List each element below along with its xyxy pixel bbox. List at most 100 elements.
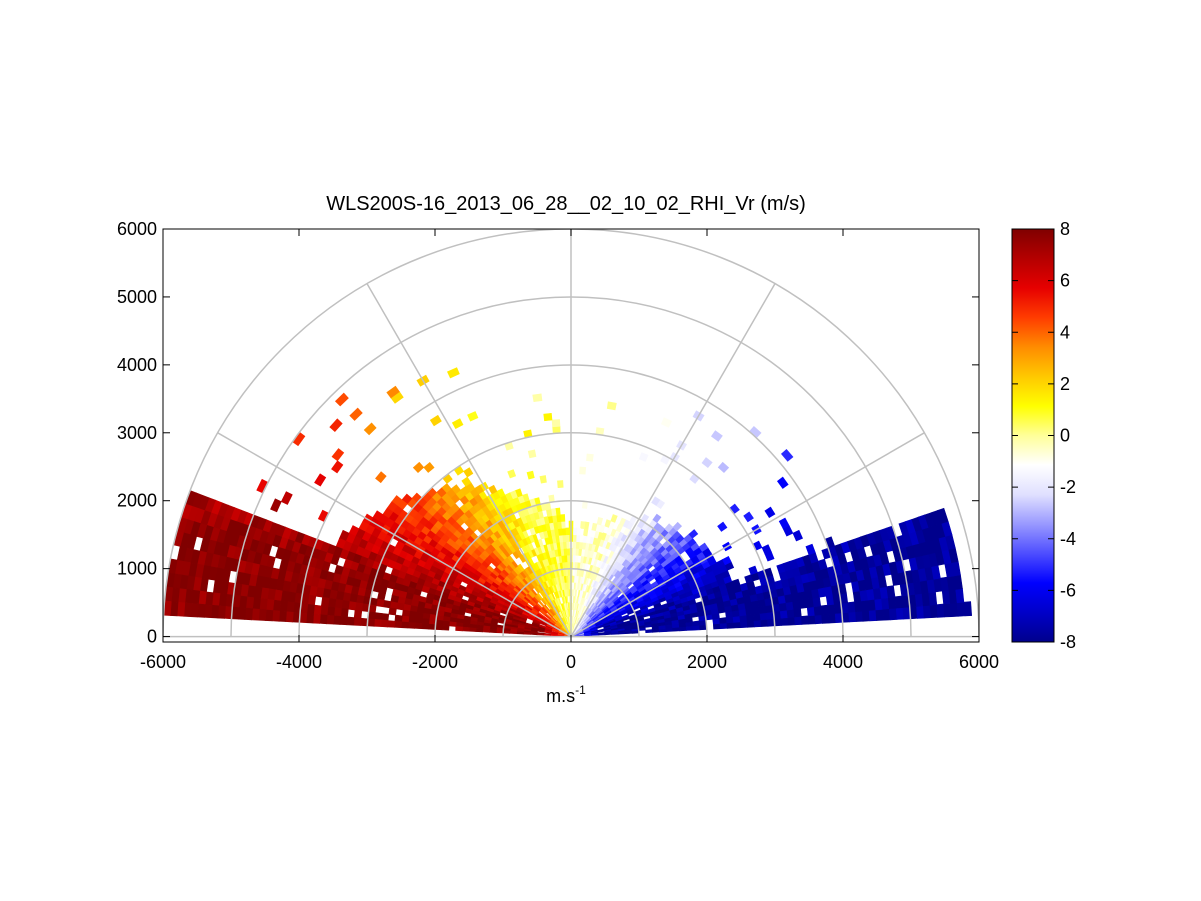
x-axis-label-base: m.s [546,686,575,706]
velocity-cell [428,623,436,630]
chart-title: WLS200S-16_2013_06_28__02_10_02_RHI_Vr (… [326,193,806,215]
velocity-cell [396,602,405,611]
velocity-cell [532,393,543,403]
velocity-cell [583,528,589,537]
velocity-cell [778,517,790,530]
velocity-cell [271,610,281,622]
velocity-cell [652,513,662,524]
velocity-cell [828,613,837,624]
velocity-cell [448,621,457,627]
velocity-cell [373,619,382,627]
velocity-cell [886,585,896,599]
velocity-cell [748,565,758,575]
velocity-cell [526,470,535,480]
y-tick-label: 0 [147,627,157,647]
velocity-cell [759,612,768,621]
velocity-cell [455,626,463,632]
velocity-cell [776,476,789,489]
velocity-cell [672,521,683,532]
velocity-cell [692,620,701,627]
velocity-cell [363,422,377,436]
velocity-cell [421,623,430,630]
x-tick-label: -4000 [276,652,322,672]
velocity-cell [731,578,741,588]
velocity-cell [806,606,816,617]
velocity-cell [664,523,674,533]
velocity-cell [752,613,762,621]
velocity-cell [937,507,949,524]
velocity-cell [475,627,484,633]
velocity-cell [468,627,477,632]
velocity-cell [543,412,553,422]
velocity-cell [278,610,287,622]
velocity-cell [719,617,728,624]
y-tick-label: 3000 [117,423,157,443]
y-tick-label: 4000 [117,355,157,375]
velocity-cell [800,615,810,625]
velocity-cell [353,617,362,626]
velocity-cell [712,623,721,630]
velocity-cell [388,607,397,616]
velocity-cell [847,601,856,613]
x-tick-label: -6000 [140,652,186,672]
velocity-cell [203,604,213,619]
velocity-cell [740,620,748,629]
velocity-cell [606,401,617,411]
velocity-cell [380,613,390,621]
velocity-cell [346,616,355,626]
velocity-cell [251,608,260,621]
velocity-cell [868,609,877,622]
velocity-cell [794,616,803,626]
velocity-cell [787,616,796,626]
velocity-cell [604,519,612,528]
velocity-cell [950,602,959,618]
velocity-cell [928,591,938,606]
velocity-cell [414,617,423,624]
velocity-cell [516,631,524,635]
x-tick-label: 0 [566,652,576,672]
velocity-cell [441,624,450,631]
velocity-cell [732,615,741,623]
velocity-cell [217,605,226,619]
colorbar-tick-label: -6 [1060,580,1076,600]
velocity-cell [408,616,417,624]
velocity-cell [596,517,604,526]
velocity-cell [579,466,587,475]
colorbar-tick-label: 8 [1060,219,1070,239]
velocity-cell [956,601,966,617]
velocity-cell [743,511,754,523]
velocity-cell [717,521,728,532]
velocity-cell [882,608,891,621]
velocity-cell [312,613,321,624]
velocity-cell [326,614,335,625]
velocity-cell [805,543,816,556]
velocity-cell [651,496,661,506]
velocity-cell [210,604,220,619]
x-axis: -6000 -4000 -2000 0 2000 4000 6000 [140,229,999,672]
velocity-cell [586,453,594,462]
velocity-cell [780,617,789,626]
velocity-cell [286,601,295,613]
velocity-cell [848,611,857,623]
velocity-cell [334,392,349,407]
velocity-cell [929,604,939,619]
velocity-cell [212,579,223,594]
velocity-cell [571,554,576,563]
velocity-cell [572,534,577,542]
velocity-cell [722,555,732,566]
velocity-cell [319,614,328,625]
colorbar-tick-label: -2 [1060,477,1076,497]
velocity-cell [353,609,363,619]
x-tick-label: 6000 [959,652,999,672]
velocity-cell [698,542,709,552]
velocity-cell [331,460,344,474]
velocity-cell [875,608,884,621]
velocity-cell [237,607,247,620]
velocity-cell [943,603,952,618]
velocity-cell [265,609,274,622]
velocity-cell [375,471,387,484]
velocity-cell [434,624,443,631]
velocity-cell [551,419,561,428]
velocity-cell [421,618,430,625]
y-tick-label: 6000 [117,219,157,239]
